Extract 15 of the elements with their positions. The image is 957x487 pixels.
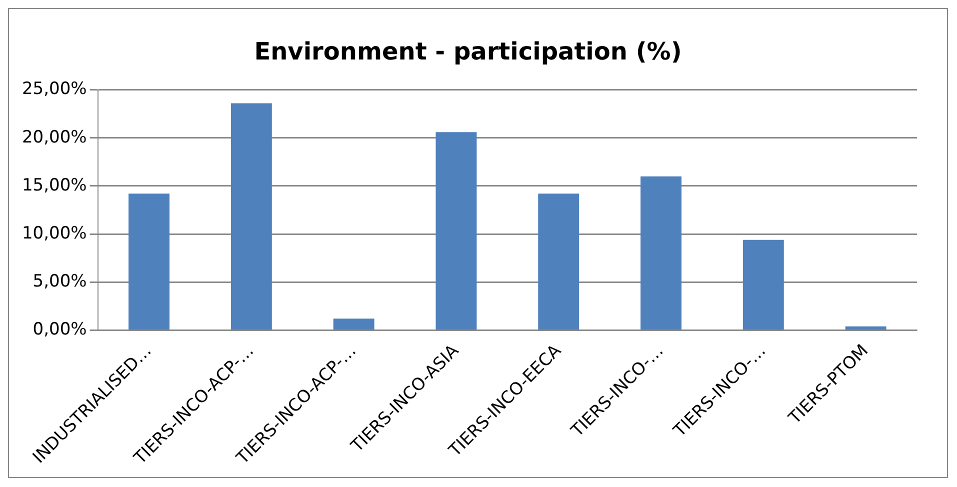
bar bbox=[845, 326, 886, 330]
bar bbox=[742, 240, 784, 330]
chart-title: Environment - participation (%) bbox=[254, 38, 682, 66]
bar bbox=[640, 176, 682, 330]
y-tick-label: 25,00% bbox=[22, 79, 87, 100]
bar bbox=[128, 194, 170, 330]
bar bbox=[436, 132, 477, 330]
bar bbox=[538, 194, 580, 330]
bar bbox=[333, 318, 374, 330]
y-tick-label: 0,00% bbox=[32, 320, 87, 340]
y-tick-label: 10,00% bbox=[22, 223, 87, 244]
y-tick-label: 20,00% bbox=[22, 127, 87, 148]
bar bbox=[230, 103, 272, 330]
y-tick-label: 15,00% bbox=[22, 175, 87, 196]
y-tick-label: 5,00% bbox=[32, 272, 87, 292]
